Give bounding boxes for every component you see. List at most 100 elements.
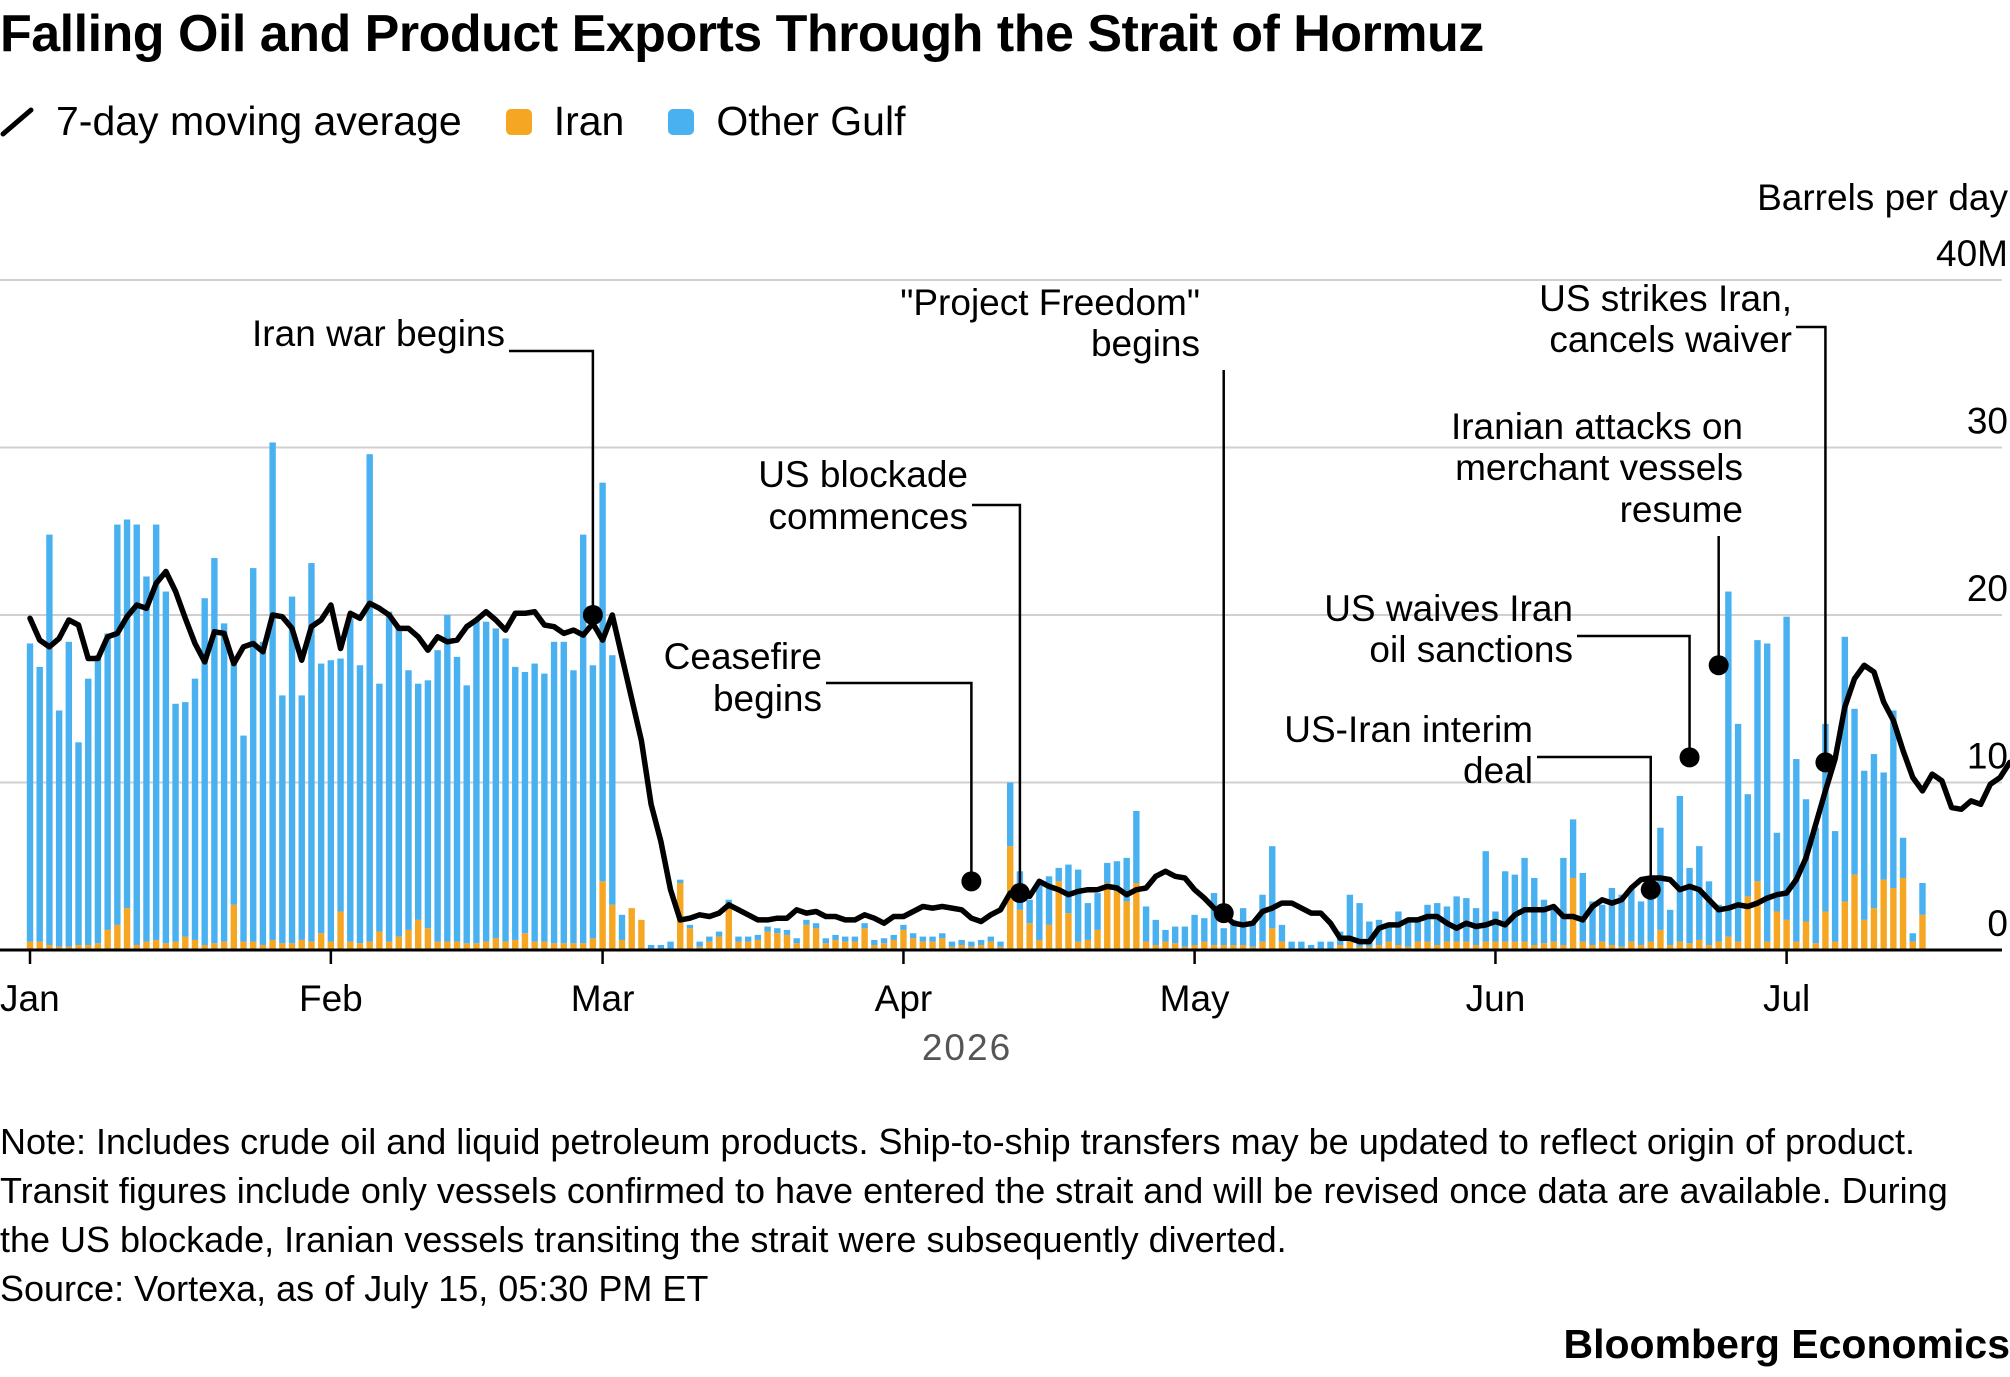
bar-iran [958,944,965,950]
bar-iran [909,938,917,950]
bar-other-gulf [512,666,519,940]
bar-other-gulf [686,924,694,929]
bar-other-gulf [453,656,461,942]
bar-iran [929,941,936,950]
bar-iran [162,943,170,950]
bar-other-gulf [764,926,771,932]
bar-iran [1026,923,1033,950]
bar-other-gulf [1744,794,1751,897]
bar-other-gulf [1812,827,1819,944]
bar-iran [618,939,626,950]
bar-other-gulf [1434,903,1441,945]
bar-other-gulf [1045,876,1053,925]
bar-iran [948,946,956,950]
bar-iran [1220,944,1227,950]
bar-other-gulf [793,938,800,944]
bar-iran [1239,944,1247,950]
bar-iran [968,946,975,950]
x-tick-label: Mar [571,978,635,1019]
bar-other-gulf [744,936,752,942]
bars-layer [26,442,1926,950]
bar-iran [793,943,800,950]
bar-iran [415,919,422,950]
bar-iran [1074,941,1082,950]
bar-other-gulf [929,936,936,942]
bar-other-gulf [890,934,897,940]
bar-iran [502,941,509,950]
bar-other-gulf [1249,923,1257,947]
bar-iran [1657,929,1664,950]
bar-other-gulf [1123,857,1130,902]
bar-other-gulf [531,663,538,942]
bar-iran [851,941,859,950]
bar-iran [541,941,548,950]
bar-other-gulf [987,936,994,942]
bar-iran [240,941,247,950]
bar-iran [26,941,34,950]
bar-other-gulf [162,591,170,944]
bar-other-gulf [1851,708,1858,875]
bar-iran [987,941,994,950]
bar-other-gulf [677,879,684,883]
bar-iran [832,939,839,950]
bar-iran [482,941,490,950]
bar-iran [1696,939,1703,950]
bar-iran [579,943,587,950]
bar-iran [143,941,150,950]
bar-iran [1278,941,1286,950]
bar-iran [347,941,354,950]
bar-iran [1443,941,1451,950]
bar-iran [94,943,102,950]
annotation-leader-line [509,349,595,609]
bar-iran [939,938,946,950]
brand-logo-text: Bloomberg Economics [1563,1321,2010,1367]
bar-other-gulf [1492,911,1499,942]
bar-other-gulf [1404,918,1412,947]
bar-other-gulf [347,618,354,942]
bar-other-gulf [842,936,849,942]
bar-other-gulf [589,665,597,939]
bar-iran [1899,877,1907,950]
bar-other-gulf [1773,832,1781,912]
bar-iran [220,941,228,950]
bar-other-gulf [385,611,393,942]
bar-other-gulf [880,938,888,944]
x-axis-year-label: 2026 [922,1027,1012,1068]
bar-other-gulf [1734,723,1742,942]
bar-iran [812,928,820,950]
bar-iran [842,941,849,950]
bar-iran [1589,944,1596,950]
bar-iran [1841,901,1849,950]
pen-stroke-icon [0,107,34,136]
bar-iran [1385,941,1392,950]
bar-other-gulf [220,623,228,942]
bar-other-gulf [1569,819,1577,878]
bar-other-gulf [1890,710,1897,889]
bar-iran [1725,936,1732,950]
bar-other-gulf [958,939,965,945]
bar-other-gulf [871,939,878,945]
bar-other-gulf [1521,857,1528,942]
bar-other-gulf [919,936,927,942]
bar-other-gulf [143,576,150,942]
annotation-text-line: US-Iran interim [1284,709,1533,750]
bar-other-gulf [1171,926,1179,944]
bar-iran [1249,946,1257,950]
bar-iran [696,946,703,950]
bar-other-gulf [1783,616,1790,920]
legend-label-iran: Iran [553,98,625,144]
bar-iran [366,941,373,950]
bar-iran [1434,944,1441,950]
annotation-marker [1213,903,1234,924]
bar-iran [1521,941,1528,950]
bar-other-gulf [570,670,577,944]
bar-iran [774,933,781,950]
bar-other-gulf [1822,723,1829,912]
bar-other-gulf [26,643,34,942]
bar-iran [609,904,616,950]
bar-iran [1773,911,1781,950]
bar-iran [570,943,577,950]
bar-iran [182,936,189,950]
